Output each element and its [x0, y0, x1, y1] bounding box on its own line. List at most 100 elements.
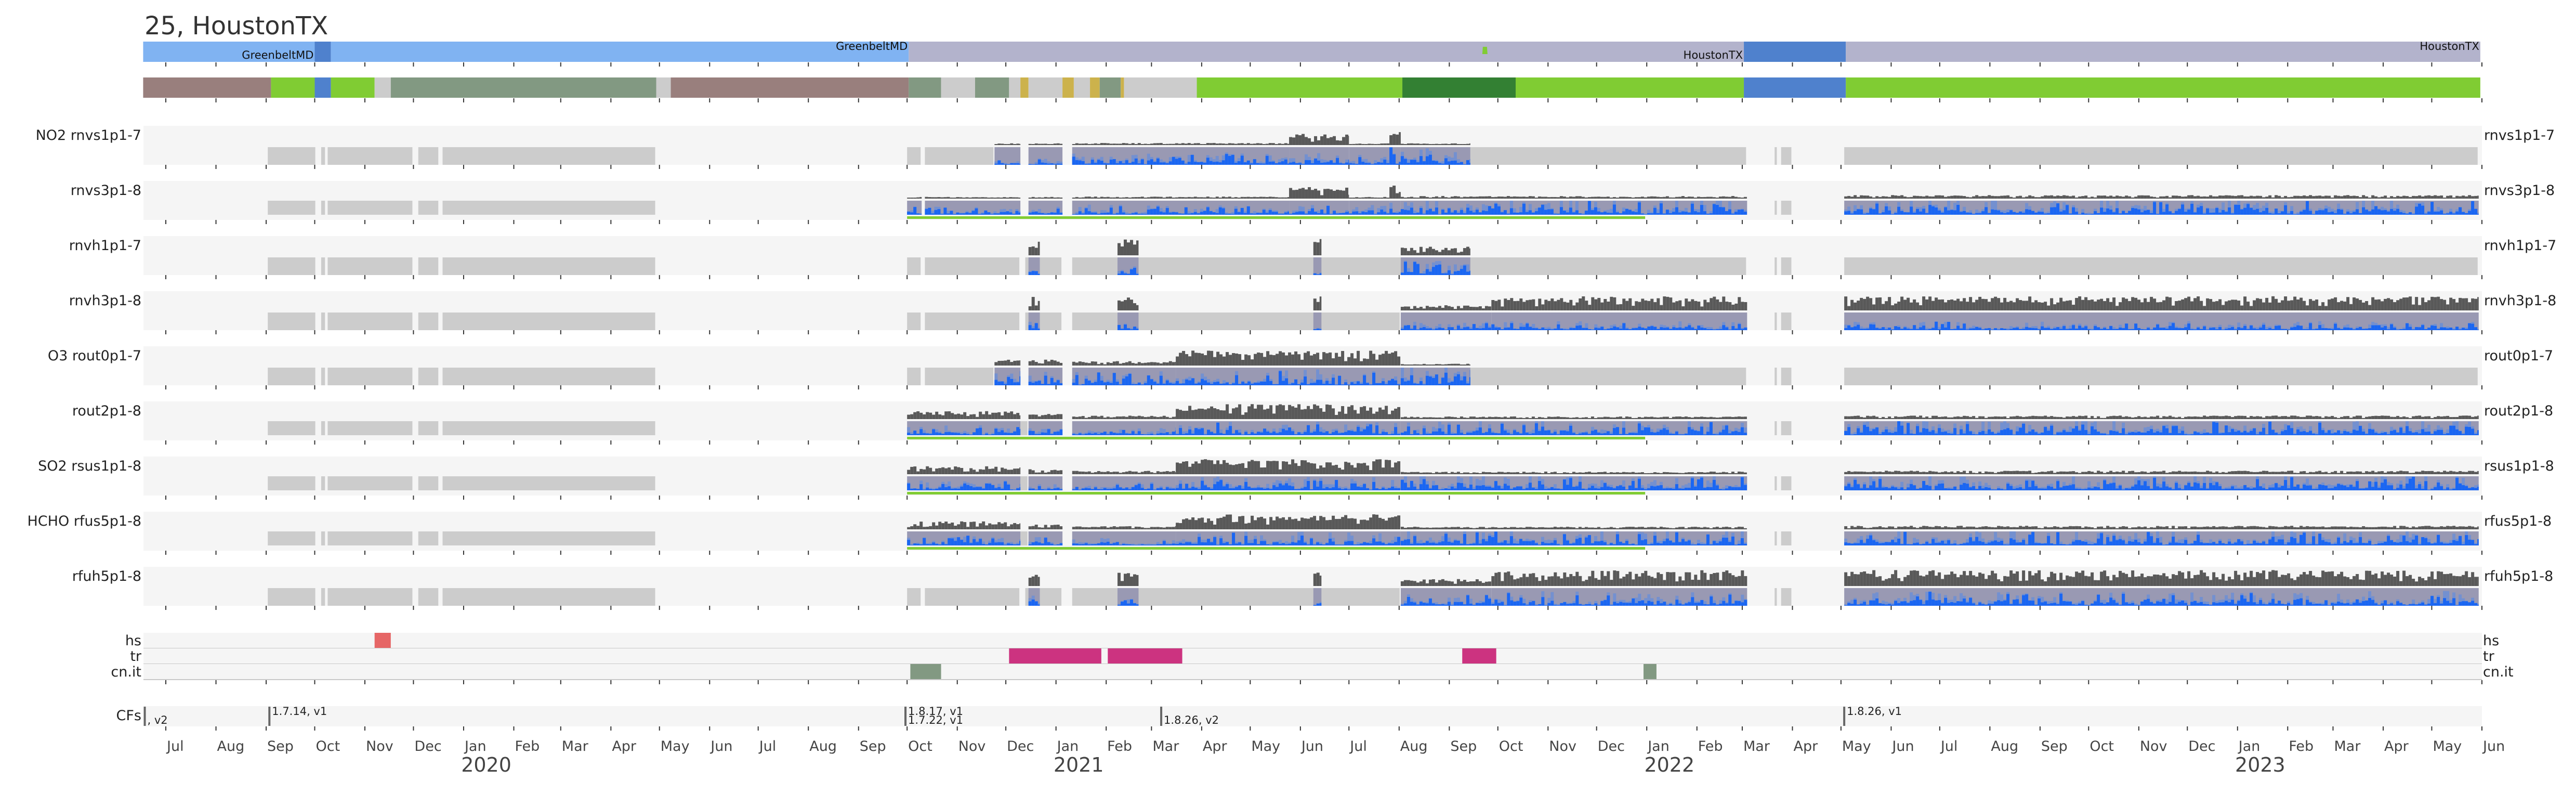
blue-bar: [2016, 327, 2019, 330]
light-blue-bar: [1153, 434, 1156, 435]
blue-bar: [2175, 328, 2178, 330]
light-blue-bar: [988, 434, 992, 435]
dark-bar: [1266, 351, 1270, 366]
blue-bar: [2396, 432, 2400, 435]
blue-bar: [2290, 211, 2294, 215]
light-blue-bar: [1435, 326, 1438, 330]
dark-bar: [2402, 196, 2406, 199]
dark-bar: [985, 411, 989, 419]
dark-bar: [2237, 300, 2241, 310]
blue-bar: [1087, 211, 1091, 215]
dark-bar: [2081, 196, 2085, 199]
dark-bar: [2206, 197, 2210, 199]
blue-bar: [2150, 429, 2153, 435]
blue-bar: [1388, 434, 1391, 435]
dark-bar: [1028, 198, 1032, 199]
blue-bar: [1215, 213, 1219, 215]
dark-bar: [1603, 416, 1607, 419]
dark-bar: [991, 412, 995, 419]
blue-bar: [2346, 211, 2350, 215]
light-blue-bar: [1182, 379, 1186, 385]
blue-bar: [934, 210, 938, 215]
dark-bar: [2387, 415, 2390, 419]
dark-bar: [1294, 351, 1298, 366]
dark-bar: [1187, 143, 1191, 145]
blue-bar: [1175, 212, 1178, 215]
light-blue-bar: [1072, 213, 1075, 215]
dark-bar: [1738, 297, 1741, 310]
blue-bar: [931, 213, 935, 215]
dark-bar: [2296, 416, 2300, 419]
dark-bar: [969, 414, 973, 419]
blue-bar: [2225, 212, 2228, 215]
dark-bar: [1016, 413, 1020, 419]
blue-bar: [2256, 209, 2259, 215]
dark-bar: [2137, 300, 2141, 310]
dark-bar: [1103, 143, 1107, 145]
light-blue-bar: [2184, 433, 2188, 435]
dark-bar: [1460, 144, 1463, 145]
light-blue-bar: [2387, 327, 2390, 330]
dark-bar: [1013, 360, 1017, 366]
light-blue-bar: [1044, 213, 1047, 215]
blue-bar: [1450, 382, 1454, 385]
blue-bar: [950, 211, 953, 215]
dark-bar: [2256, 298, 2259, 310]
dark-bar: [1072, 198, 1075, 199]
dark-bar: [2047, 196, 2051, 199]
blue-bar: [1305, 160, 1308, 165]
blue-bar: [1569, 328, 1573, 330]
blue-bar: [2175, 426, 2178, 435]
blue-bar: [1352, 211, 1356, 215]
blue-bar: [2362, 329, 2365, 330]
blue-bar: [1330, 160, 1333, 165]
dark-bar: [1232, 408, 1236, 419]
dark-bar: [2003, 297, 2007, 310]
dark-bar: [1450, 363, 1454, 366]
blue-bar: [2384, 210, 2387, 215]
dark-bar: [1410, 143, 1413, 145]
dark-bar: [1050, 197, 1054, 199]
dark-bar: [1435, 364, 1438, 366]
blue-bar: [1556, 214, 1560, 215]
blue-bar: [2402, 329, 2406, 330]
dark-bar: [1931, 415, 1935, 419]
blue-bar: [2349, 433, 2353, 435]
light-blue-bar: [2262, 205, 2266, 215]
dark-bar: [1347, 357, 1351, 366]
blue-bar: [2468, 211, 2472, 215]
dark-bar: [1278, 197, 1281, 199]
blue-bar: [2471, 428, 2475, 435]
blue-bar: [1339, 163, 1343, 165]
blue-bar: [1994, 328, 1997, 330]
blue-bar: [1963, 433, 1966, 435]
dark-bar: [1193, 197, 1197, 199]
blue-bar: [1709, 213, 1713, 215]
dark-bar: [1885, 301, 1888, 310]
dark-bar: [2299, 196, 2303, 199]
nodata-span: [442, 257, 655, 275]
blue-bar: [2218, 433, 2222, 435]
light-blue-bar: [1140, 212, 1144, 215]
dark-bar: [2337, 196, 2341, 199]
dark-bar: [1466, 144, 1469, 145]
blue-bar: [1336, 213, 1339, 215]
dark-bar: [2256, 196, 2259, 199]
dark-bar: [1584, 197, 1588, 199]
blue-bar: [1718, 207, 1722, 215]
blue-bar: [1081, 384, 1085, 385]
dark-bar: [1228, 197, 1231, 199]
dark-bar: [1882, 196, 1885, 199]
blue-bar: [2131, 207, 2135, 215]
blue-bar: [1844, 328, 1848, 330]
light-blue-bar: [1668, 210, 1672, 215]
light-blue-bar: [2091, 328, 2094, 330]
dark-bar: [1001, 144, 1004, 145]
dark-bar: [1131, 143, 1135, 145]
blue-bar: [1960, 429, 1963, 435]
dark-bar: [1304, 353, 1307, 366]
blue-bar: [2003, 329, 2007, 330]
blue-bar: [1094, 163, 1097, 165]
blue-bar: [1875, 328, 1879, 330]
